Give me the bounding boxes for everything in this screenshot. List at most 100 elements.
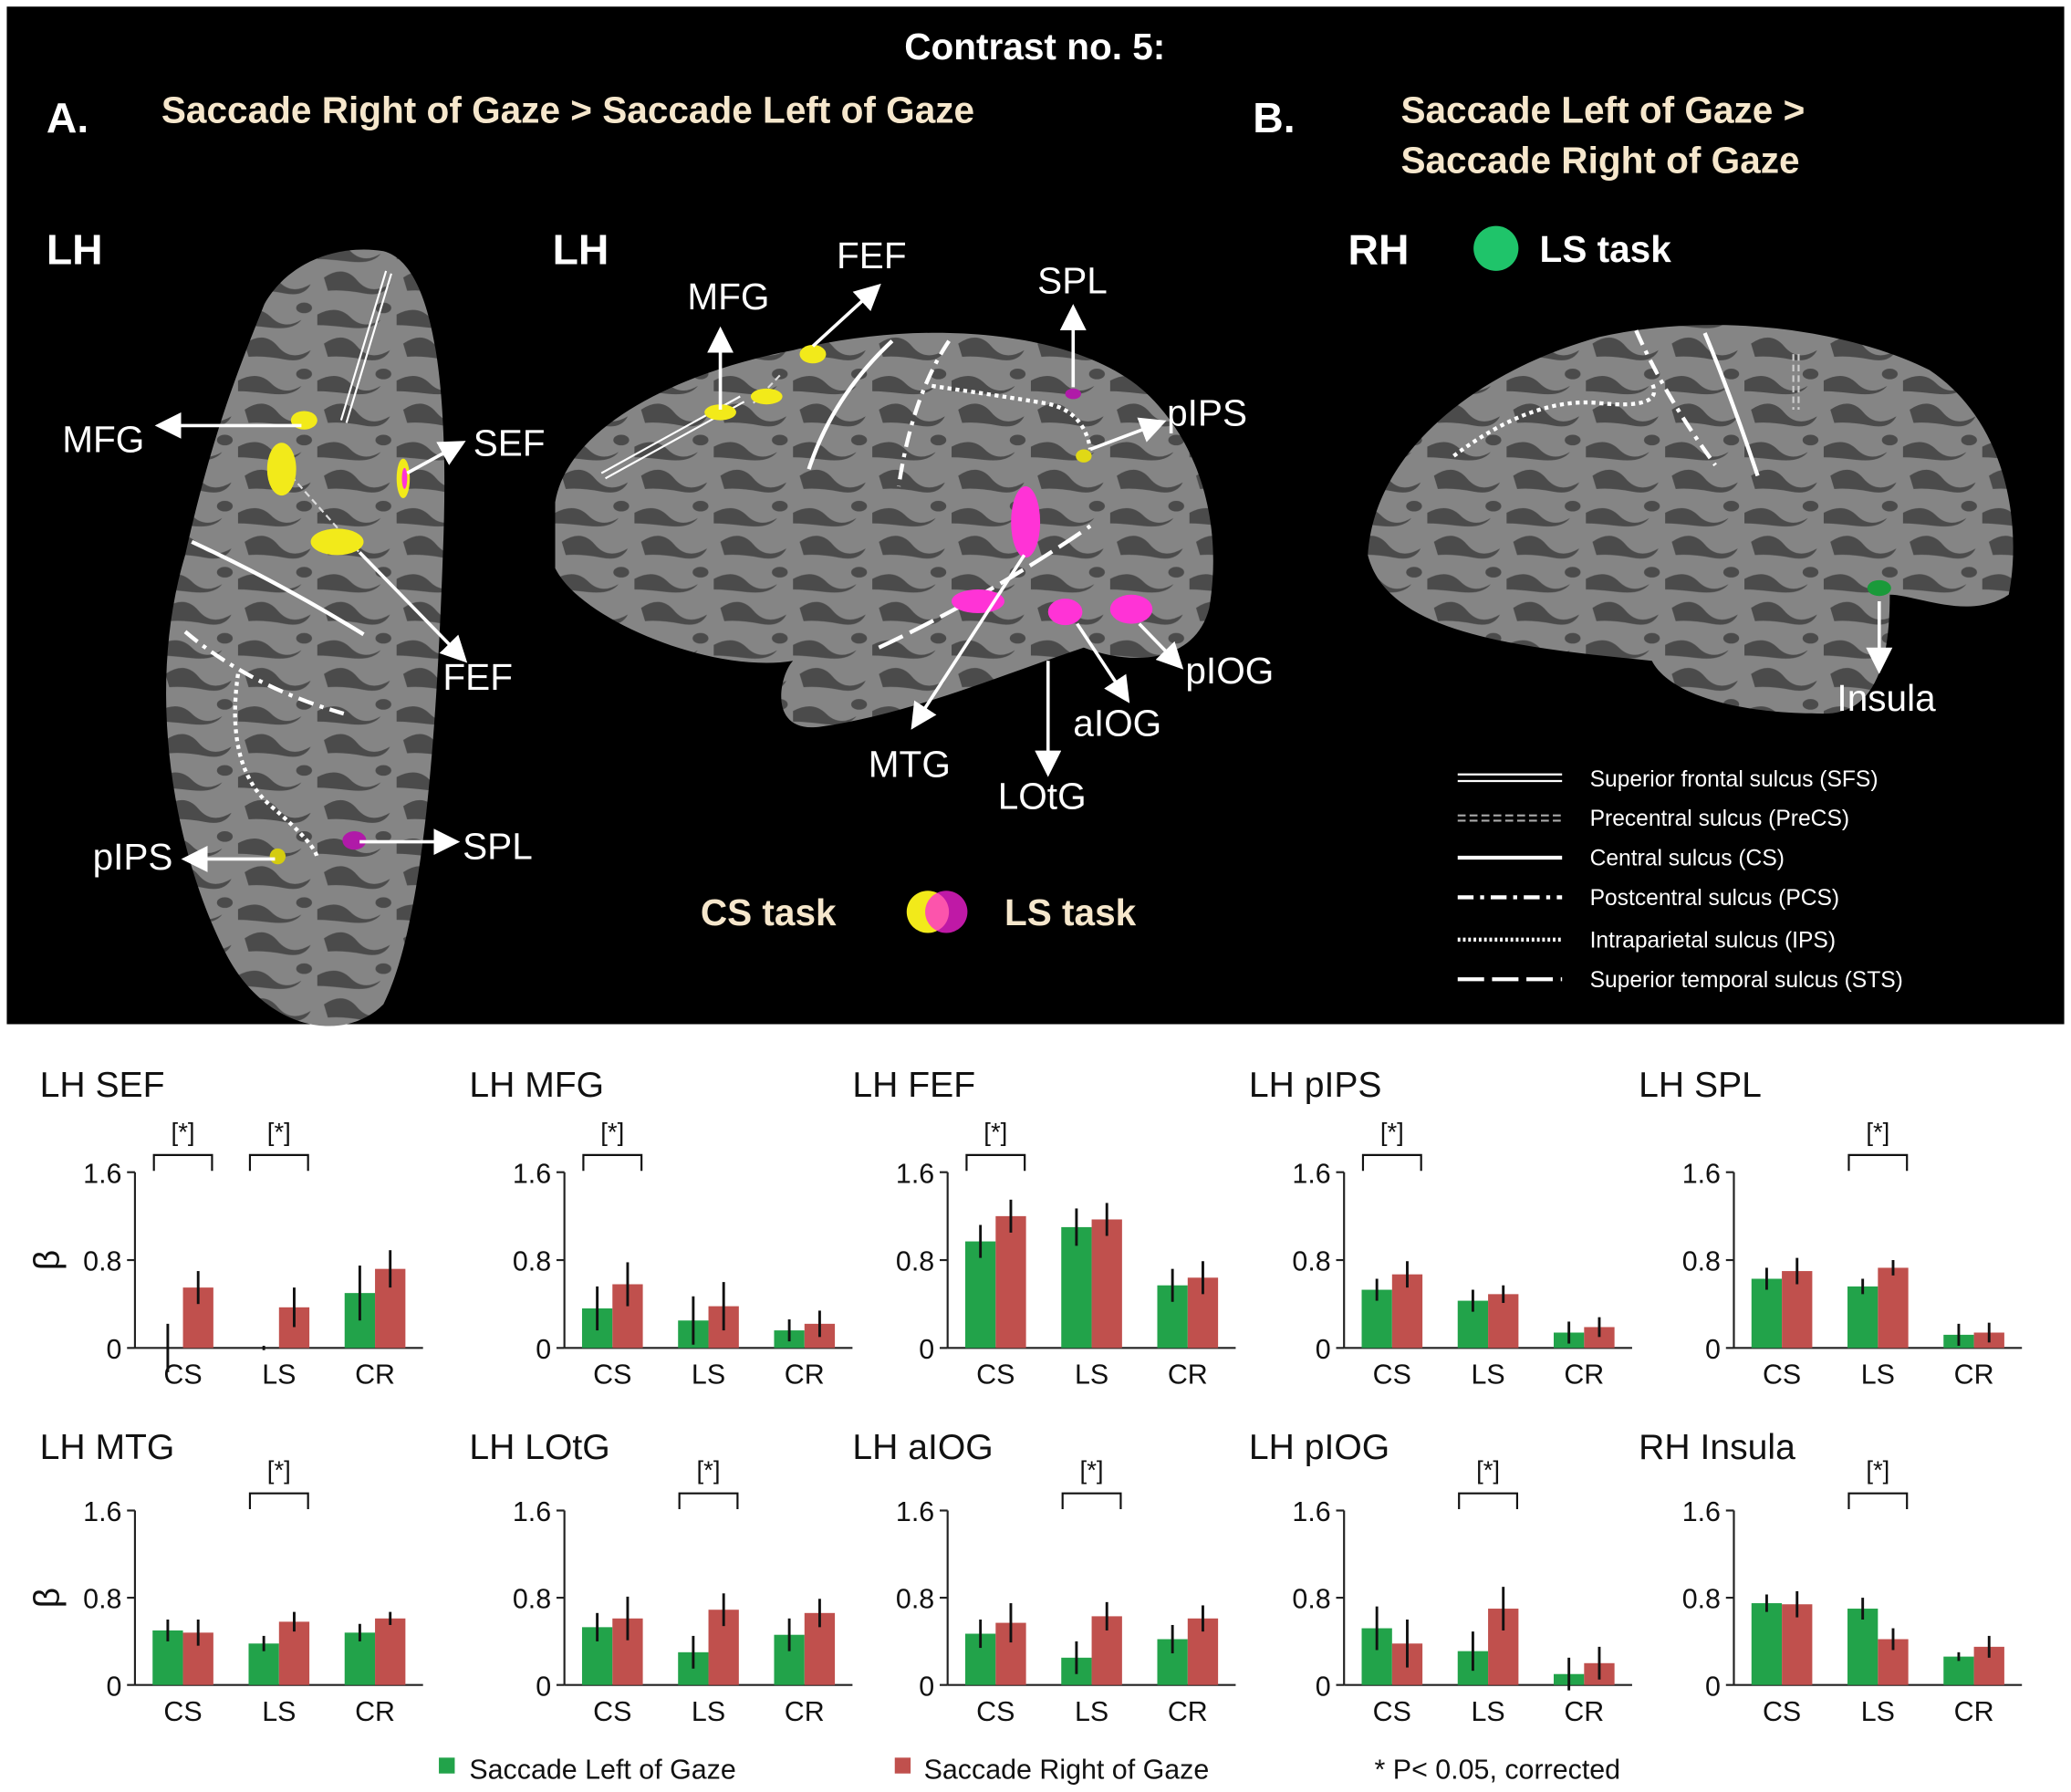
region-label: SEF — [474, 422, 546, 464]
chart-title: LH pIOG — [1249, 1428, 1389, 1467]
region-label: FEF — [442, 656, 513, 698]
x-tick-label: CR — [355, 1696, 395, 1727]
bar — [1782, 1604, 1813, 1685]
task-label: LS task — [1004, 891, 1137, 933]
chart-title: LH SPL — [1639, 1066, 1762, 1105]
activation — [401, 467, 408, 489]
x-tick-label: CR — [355, 1359, 395, 1390]
region-label: SPL — [1037, 260, 1108, 302]
panel-heading: Saccade Left of Gaze > — [1400, 89, 1805, 131]
y-tick-label: 1.6 — [896, 1158, 934, 1189]
activation — [1867, 579, 1891, 597]
legend-text: Saccade Right of Gaze — [924, 1755, 1210, 1786]
activation — [704, 404, 736, 421]
y-tick-label: 0.8 — [83, 1584, 121, 1615]
sig-marker: [*] — [1080, 1456, 1104, 1485]
region-label: SPL — [463, 825, 533, 867]
legend-text: Central sulcus (CS) — [1590, 847, 1785, 871]
sig-bracket — [965, 1153, 1026, 1172]
activation — [1109, 594, 1153, 624]
legend-swatch — [439, 1757, 455, 1774]
x-tick-label: CS — [976, 1696, 1015, 1727]
sig-bracket — [582, 1153, 643, 1172]
sulcus — [339, 270, 392, 423]
x-tick-label: LS — [1075, 1696, 1108, 1727]
sig-bracket — [1061, 1492, 1122, 1510]
x-tick-label: LS — [1861, 1696, 1895, 1727]
bar — [1878, 1267, 1909, 1349]
panel-heading: Saccade Right of Gaze > Saccade Left of … — [161, 89, 974, 131]
x-tick-label: CS — [1373, 1359, 1411, 1390]
x-tick-label: CS — [163, 1696, 202, 1727]
x-tick-label: CR — [785, 1696, 825, 1727]
sig-marker: [*] — [172, 1118, 195, 1146]
bar — [995, 1215, 1026, 1349]
sig-bracket — [248, 1492, 309, 1510]
bar — [1847, 1286, 1878, 1349]
bar — [964, 1241, 996, 1349]
bar — [1061, 1226, 1092, 1349]
x-tick-label: LS — [1471, 1359, 1504, 1390]
view-label: LH — [47, 226, 103, 274]
bar — [278, 1621, 310, 1685]
brain-right — [1368, 325, 2014, 714]
x-tick-label: CR — [1168, 1359, 1208, 1390]
x-tick-label: CS — [1373, 1696, 1411, 1727]
region-label: Insula — [1837, 677, 1936, 719]
sig-marker: [*] — [1380, 1118, 1404, 1146]
sulcus — [233, 673, 319, 860]
activation — [310, 528, 364, 556]
sig-marker: [*] — [267, 1118, 291, 1146]
legend-text: Intraparietal sulcus (IPS) — [1590, 928, 1836, 953]
arrow — [911, 554, 1026, 730]
chart-title: RH Insula — [1639, 1428, 1795, 1467]
chart-title: LH MFG — [469, 1066, 604, 1105]
region-label: MTG — [869, 744, 951, 786]
panel-heading: Saccade Right of Gaze — [1400, 140, 1799, 182]
brain-dorsal — [166, 249, 445, 1026]
sig-marker: [*] — [1866, 1118, 1889, 1146]
bar — [1584, 1327, 1615, 1349]
y-tick-label: 0 — [107, 1334, 122, 1365]
task-label: LS task — [1540, 228, 1672, 270]
sulcus — [807, 339, 894, 470]
sulcus — [191, 539, 365, 637]
activation — [1076, 449, 1092, 463]
x-tick-label: CR — [1168, 1696, 1208, 1727]
panel-letter: B. — [1253, 94, 1295, 141]
activation — [1011, 486, 1041, 558]
y-tick-label: 1.6 — [1682, 1496, 1721, 1527]
activation — [952, 589, 1004, 614]
x-tick-label: CR — [1954, 1359, 1994, 1390]
x-tick-label: LS — [262, 1696, 296, 1727]
arrow — [406, 441, 466, 475]
figure-title: Contrast no. 5: — [904, 26, 1165, 68]
sig-bracket — [678, 1492, 739, 1510]
activation — [342, 831, 367, 850]
y-tick-label: 0 — [919, 1671, 934, 1702]
legend-line — [1457, 773, 1563, 783]
y-tick-label: 0.8 — [896, 1246, 934, 1277]
sulcus — [1792, 354, 1800, 410]
x-tick-label: CS — [163, 1359, 202, 1390]
x-tick-label: CS — [1763, 1696, 1801, 1727]
footnote: * P< 0.05, corrected — [1375, 1755, 1621, 1786]
y-tick-label: 0 — [1705, 1671, 1721, 1702]
x-tick-label: LS — [1471, 1696, 1504, 1727]
x-tick-label: LS — [262, 1359, 296, 1390]
region-label: pIOG — [1185, 650, 1274, 692]
region-label: FEF — [837, 234, 907, 276]
x-tick-label: CS — [593, 1696, 631, 1727]
task-dot — [1473, 225, 1519, 271]
y-tick-label: 0.8 — [1682, 1246, 1721, 1277]
y-tick-label: 0.8 — [513, 1246, 551, 1277]
y-tick-label: 0 — [1316, 1334, 1331, 1365]
sig-bracket — [1847, 1492, 1909, 1510]
legend-text: Postcentral sulcus (PCS) — [1590, 886, 1840, 911]
bar — [375, 1618, 406, 1685]
x-tick-label: CS — [593, 1359, 631, 1390]
activation — [266, 443, 297, 496]
y-tick-label: 0 — [919, 1334, 934, 1365]
chart-title: LH MTG — [40, 1428, 175, 1467]
